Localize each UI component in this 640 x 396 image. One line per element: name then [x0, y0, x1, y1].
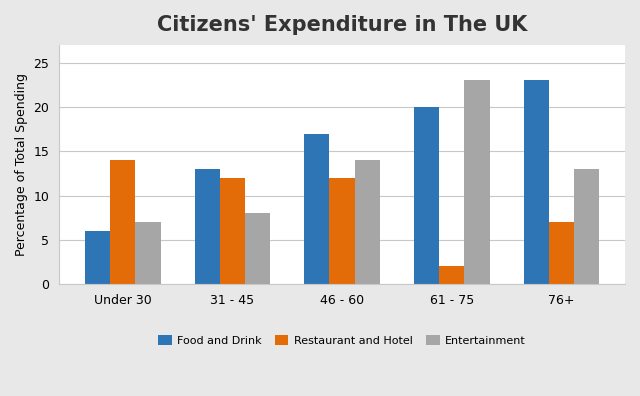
Bar — [355, 160, 380, 284]
Title: Citizens' Expenditure in The UK: Citizens' Expenditure in The UK — [157, 15, 527, 35]
Bar — [549, 222, 574, 284]
Bar — [195, 169, 220, 284]
Bar — [85, 231, 110, 284]
Bar — [220, 178, 245, 284]
Bar — [110, 160, 135, 284]
Bar — [465, 80, 490, 284]
Bar — [574, 169, 599, 284]
Bar — [304, 133, 330, 284]
Bar — [135, 222, 161, 284]
Bar — [439, 267, 465, 284]
Bar — [330, 178, 355, 284]
Y-axis label: Percentage of Total Spending: Percentage of Total Spending — [15, 73, 28, 256]
Bar — [414, 107, 439, 284]
Bar — [245, 213, 270, 284]
Legend: Food and Drink, Restaurant and Hotel, Entertainment: Food and Drink, Restaurant and Hotel, En… — [154, 330, 531, 350]
Bar — [524, 80, 549, 284]
